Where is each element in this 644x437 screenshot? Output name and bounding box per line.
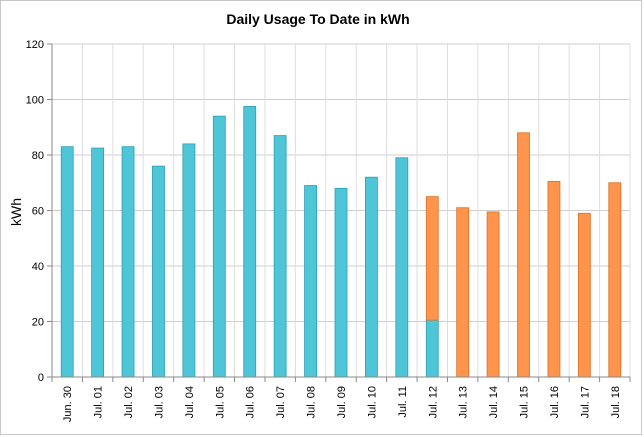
bar-segment <box>395 157 409 378</box>
bar-segment <box>334 187 348 378</box>
y-tick-label: 40 <box>32 261 44 273</box>
bar-segment <box>273 135 287 378</box>
y-tick-label: 80 <box>32 150 44 162</box>
bars <box>60 106 622 378</box>
x-tick-label: Jul. 07 <box>275 386 287 418</box>
x-tick-label: Jul. 10 <box>366 386 378 418</box>
x-tick-label: Jul. 05 <box>214 386 226 418</box>
bar-segment <box>577 212 591 378</box>
x-tick-label: Jul. 09 <box>336 386 348 418</box>
bar-segment <box>152 165 165 378</box>
bar-segment <box>608 182 622 378</box>
y-axis-label: kWh <box>8 198 24 226</box>
x-tick-label: Jul. 17 <box>579 386 591 418</box>
bar-segment <box>517 132 530 378</box>
x-tick-label: Jul. 14 <box>488 386 500 418</box>
bar-segment <box>121 146 135 378</box>
x-tick-label: Jul. 15 <box>519 386 531 418</box>
x-tick-label: Jul. 16 <box>549 386 561 418</box>
x-tick-label: Jul. 02 <box>123 386 135 418</box>
x-tick-label: Jul. 18 <box>610 386 622 418</box>
bar-segment <box>547 180 561 378</box>
y-tick-label: 20 <box>32 317 44 329</box>
chart-title: Daily Usage To Date in kWh <box>226 11 409 27</box>
x-tick-label: Jul. 11 <box>397 386 409 418</box>
bar-segment <box>243 106 257 378</box>
x-tick-label: Jul. 13 <box>458 386 470 418</box>
bar-segment <box>425 319 439 378</box>
x-tick-label: Jul. 08 <box>306 386 318 418</box>
bar-segment <box>304 185 317 378</box>
y-tick-labels: 0 20 40 60 80 100 120 <box>26 39 44 384</box>
bar-segment <box>91 147 105 378</box>
axes <box>47 43 631 382</box>
bar-segment <box>425 196 439 321</box>
y-tick-label: 60 <box>32 206 44 218</box>
x-tick-labels: Jun. 30 Jul. 01 Jul. 02 Jul. 03 Jul. 04 Jul. … <box>62 386 622 422</box>
bar-segment <box>182 143 196 378</box>
y-tick-label: 100 <box>26 95 44 107</box>
bar-segment <box>60 146 74 378</box>
bar-segment <box>486 211 500 378</box>
x-tick-label: Jul. 03 <box>153 386 165 418</box>
y-tick-label: 0 <box>38 372 44 384</box>
bar-segment <box>456 207 470 378</box>
bar-segment <box>365 176 378 378</box>
y-tick-label: 120 <box>26 39 44 51</box>
x-tick-label: Jul. 01 <box>93 386 105 418</box>
x-tick-label: Jun. 30 <box>62 386 74 422</box>
x-tick-label: Jul. 12 <box>427 386 439 418</box>
x-tick-label: Jul. 06 <box>245 386 257 418</box>
x-tick-label: Jul. 04 <box>184 386 196 418</box>
bar-segment <box>212 115 226 378</box>
